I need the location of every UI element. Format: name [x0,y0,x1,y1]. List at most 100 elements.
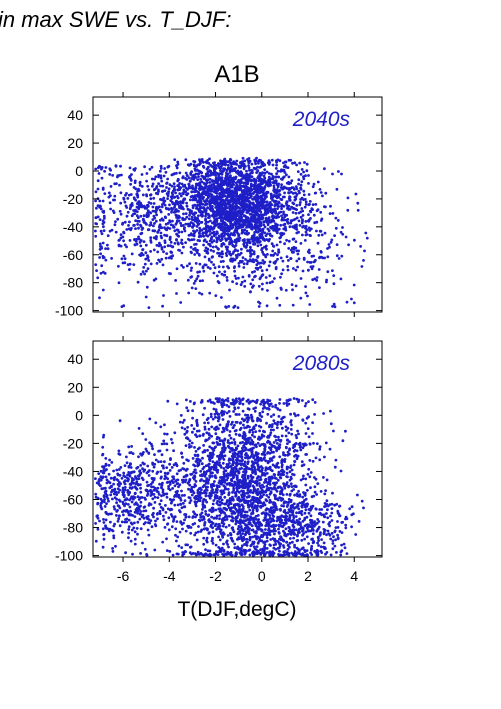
scatter-point [300,513,304,516]
scatter-point [304,230,308,234]
y-tick-label: 40 [67,107,83,123]
scatter-point [192,247,195,251]
scatter-point [95,206,98,210]
scatter-point [238,182,242,186]
scatter-point [225,160,229,164]
scatter-point [137,477,141,481]
scatter-point [252,456,256,460]
scatter-point [297,182,300,186]
scatter-point [205,536,209,540]
scatter-point [160,190,164,193]
scatter-point [282,169,286,172]
scatter-point [276,228,280,232]
scatter-point [169,199,173,203]
scatter-point [126,536,130,540]
scatter-point [101,445,105,449]
scatter-point [280,232,283,236]
scatter-point [130,226,133,230]
scatter-point [175,402,179,406]
scatter-point [211,197,215,201]
scatter-point [335,254,339,258]
scatter-point [113,182,117,186]
scatter-point [191,206,195,210]
scatter-point [261,201,265,205]
scatter-point [271,198,274,202]
scatter-point [316,180,320,184]
scatter-point [165,495,169,499]
scatter-point [213,217,216,220]
scatter-point [272,419,276,422]
scatter-point [259,182,262,186]
scatter-point [265,200,269,204]
scatter-point [205,198,209,201]
scatter-point [295,187,299,191]
scatter-point [286,442,289,445]
scatter-point [216,181,220,185]
scatter-point [169,240,173,244]
scatter-point [213,184,216,188]
scatter-point [196,530,200,534]
scatter-point [173,210,177,214]
scatter-point [256,165,259,169]
scatter-point [221,210,225,214]
scatter-point [192,163,196,167]
scatter-point [215,240,219,244]
scatter-point [308,303,312,306]
scatter-point [296,429,299,433]
scatter-point [197,192,200,196]
scatter-point [134,240,138,243]
scatter-point [250,524,254,528]
scatter-point [274,167,278,170]
scatter-point [200,158,204,161]
scatter-point [183,226,186,230]
scatter-point [227,545,230,549]
scatter-point [220,250,224,254]
scatter-point [290,179,294,183]
scatter-point [209,188,213,192]
scatter-point [216,251,220,255]
y-tick-label: -80 [63,275,83,291]
scatter-point [133,212,137,216]
scatter-point [104,247,107,251]
scatter-point [208,451,212,455]
scatter-point [94,167,98,171]
scatter-point [256,194,259,197]
scatter-point [187,217,191,221]
scatter-point [195,277,199,281]
scatter-point [202,269,206,273]
scatter-point [285,173,288,177]
scatter-point [212,195,216,199]
scatter-point [297,189,301,193]
scatter-point [260,233,264,237]
scatter-point [208,267,212,270]
scatter-point [295,223,298,227]
scatter-point [139,500,143,504]
scatter-point [265,170,269,174]
scatter-point [297,219,301,223]
scatter-point [245,220,249,224]
scatter-point [289,420,293,424]
scatter-point [209,170,213,173]
scatter-point [187,487,190,491]
scatter-point [265,183,268,186]
scatter-point [163,442,166,446]
scatter-point [214,224,217,228]
scatter-point [175,228,179,232]
scatter-point [208,177,212,181]
scatter-point [198,160,202,164]
scatter-point [181,224,185,227]
scatter-point [257,219,261,223]
scatter-point [306,250,310,254]
scatter-point [237,397,241,401]
scatter-point [340,254,344,258]
scatter-point [326,255,330,259]
scatter-point [344,235,348,239]
scatter-point [263,168,267,172]
scatter-point [353,238,356,242]
scatter-point [200,171,203,175]
scatter-point [182,188,186,192]
scatter-point [149,236,153,240]
figure-heading: in max SWE vs. T_DJF: [0,7,231,32]
scatter-point [192,232,196,235]
scatter-point [101,241,105,245]
